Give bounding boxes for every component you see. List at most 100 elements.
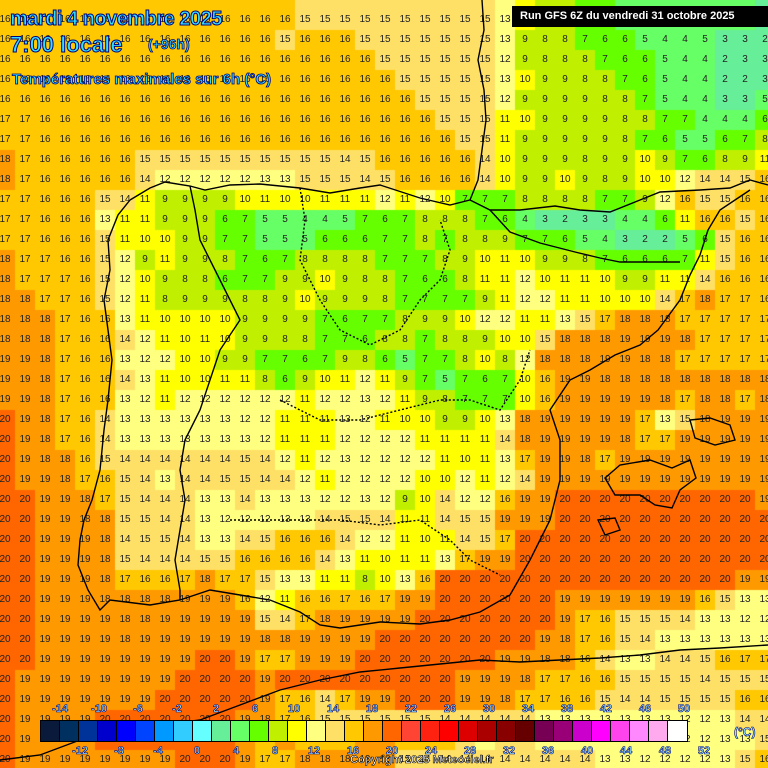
grid-value: 19 [659,594,671,605]
grid-value: 8 [442,394,448,405]
grid-value: 18 [679,334,691,345]
legend-swatch [364,721,383,741]
grid-value: 18 [19,334,31,345]
grid-value: 10 [539,274,551,285]
grid-value: 18 [699,394,711,405]
grid-value: 16 [99,394,111,405]
grid-value: 8 [242,294,248,305]
grid-value: 13 [739,594,751,605]
grid-value: 20 [579,554,591,565]
grid-value: 4 [322,214,328,225]
grid-value: 8 [442,334,448,345]
grid-value: 15 [179,154,191,165]
legend-tick-label: 6 [251,703,259,716]
grid-value: 17 [739,354,751,365]
grid-value: 16 [299,54,311,65]
grid-value: 15 [139,154,151,165]
legend-swatch [630,721,649,741]
grid-value: 10 [179,314,191,325]
grid-value: 19 [179,654,191,665]
grid-value: 15 [299,174,311,185]
grid-value: 16 [79,34,91,45]
grid-value: 17 [679,354,691,365]
grid-value: 20 [439,674,451,685]
grid-value: 16 [199,114,211,125]
grid-value: 14 [239,534,251,545]
grid-value: 14 [659,654,671,665]
grid-value: 3 [622,234,628,245]
grid-value: 20 [0,754,11,765]
grid-value: 10 [639,174,651,185]
grid-value: 19 [759,434,768,445]
legend-swatch [440,721,459,741]
grid-value: 17 [99,494,111,505]
grid-value: 13 [139,374,151,385]
grid-value: 9 [182,234,188,245]
grid-value: 16 [119,154,131,165]
grid-value: 12 [499,94,511,105]
grid-value: 11 [279,414,291,425]
legend-swatch [41,721,60,741]
legend-tick-label: -8 [114,745,124,758]
grid-value: 19 [679,454,691,465]
grid-value: 9 [522,154,528,165]
grid-value: 15 [479,114,491,125]
grid-value: 9 [562,114,568,125]
grid-value: 20 [19,494,31,505]
grid-value: 9 [342,354,348,365]
grid-value: 16 [159,14,171,25]
grid-value: 5 [702,34,708,45]
grid-value: 16 [139,134,151,145]
grid-value: 16 [159,94,171,105]
grid-value: 20 [439,654,451,665]
grid-value: 19 [659,334,671,345]
grid-value: 16 [299,34,311,45]
grid-value: 9 [582,94,588,105]
grid-value: 10 [499,154,511,165]
grid-value: 18 [619,314,631,325]
grid-value: 17 [79,474,91,485]
grid-value: 10 [159,234,171,245]
grid-value: 11 [759,154,768,165]
grid-value: 10 [459,454,471,465]
grid-value: 20 [0,554,11,565]
grid-value: 20 [679,514,691,525]
grid-value: 12 [379,534,391,545]
grid-value: 20 [419,634,431,645]
grid-value: 7 [242,254,248,265]
grid-value: 9 [542,134,548,145]
grid-value: 4 [682,94,688,105]
grid-value: 12 [159,354,171,365]
grid-value: 19 [539,454,551,465]
grid-value: 7 [322,314,328,325]
grid-value: 8 [562,194,568,205]
grid-value: 11 [659,274,671,285]
grid-value: 12 [139,354,151,365]
grid-value: 20 [599,494,611,505]
grid-value: 12 [459,474,471,485]
grid-value: 12 [219,394,231,405]
legend-swatch [649,721,668,741]
grid-value: 19 [459,674,471,685]
grid-value: 16 [699,594,711,605]
grid-value: 16 [239,114,251,125]
grid-value: 9 [282,314,288,325]
grid-value: 10 [439,194,451,205]
grid-value: 11 [479,274,491,285]
grid-value: 20 [159,694,171,705]
grid-value: 13 [279,174,291,185]
grid-value: 13 [199,514,211,525]
grid-value: 19 [759,494,768,505]
grid-value: 7 [242,214,248,225]
grid-value: 15 [459,54,471,65]
grid-value: 7 [482,194,488,205]
grid-value: 7 [442,234,448,245]
legend-tick-label: -14 [52,703,69,716]
grid-value: 17 [719,294,731,305]
legend-tick-label: 4 [232,745,240,758]
grid-value: 15 [719,234,731,245]
grid-value: 10 [139,274,151,285]
grid-value: 18 [39,454,51,465]
grid-value: 11 [419,514,431,525]
grid-value: 16 [759,254,768,265]
